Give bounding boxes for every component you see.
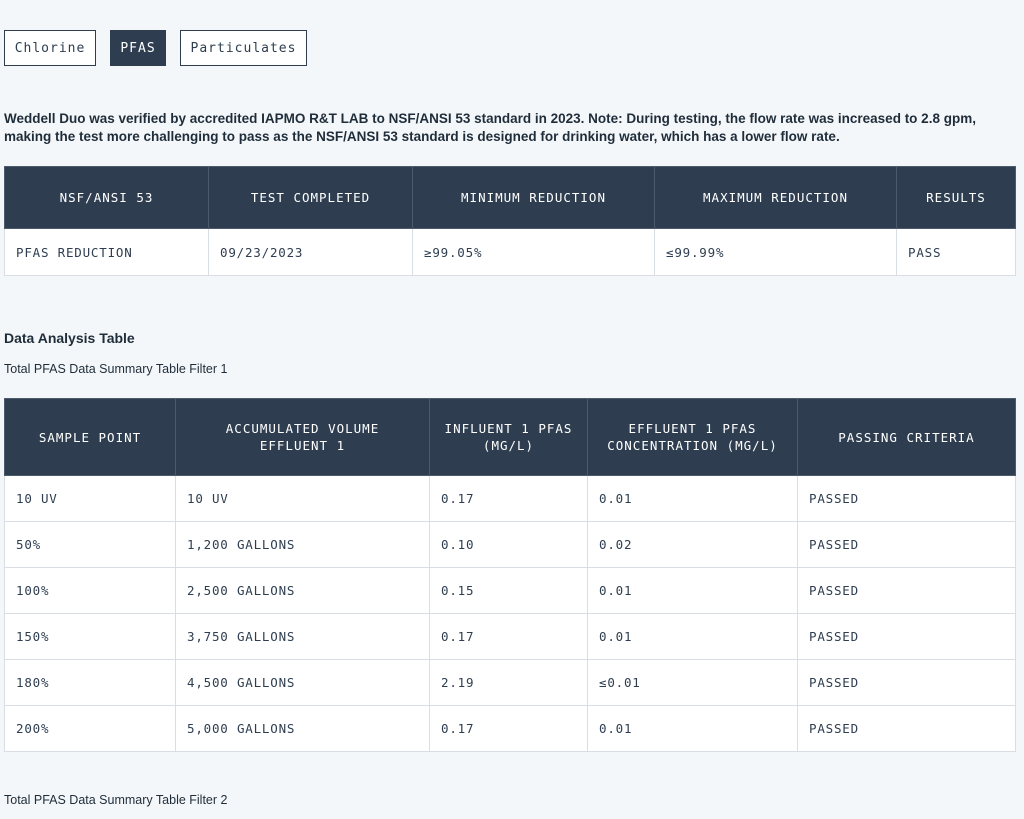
table-row: PFAS REDUCTION 09/23/2023 ≥99.05% ≤99.99… <box>4 228 1016 276</box>
analysis-header-sample-point: SAMPLE POINT <box>4 398 176 476</box>
table-row: 100% 2,500 GALLONS 0.15 0.01 PASSED <box>4 567 1016 614</box>
cell-sample-point: 150% <box>4 613 176 660</box>
cell-sample-point: 10 UV <box>4 475 176 522</box>
summary-header-test-completed: TEST COMPLETED <box>208 166 413 229</box>
tab-chlorine[interactable]: Chlorine <box>4 30 96 66</box>
table-row: 10 UV 10 UV 0.17 0.01 PASSED <box>4 475 1016 522</box>
summary-cell-date: 09/23/2023 <box>208 228 413 276</box>
cell-criteria: PASSED <box>797 613 1016 660</box>
cell-volume: 1,200 GALLONS <box>175 521 430 568</box>
filter2-caption: Total PFAS Data Summary Table Filter 2 <box>4 793 228 807</box>
cell-volume: 2,500 GALLONS <box>175 567 430 614</box>
analysis-header-row: SAMPLE POINT ACCUMULATED VOLUME EFFLUENT… <box>4 398 1016 476</box>
summary-cell-test: PFAS REDUCTION <box>4 228 209 276</box>
cell-criteria: PASSED <box>797 475 1016 522</box>
cell-volume: 10 UV <box>175 475 430 522</box>
cell-effluent: 0.01 <box>587 613 798 660</box>
cell-influent: 0.17 <box>429 705 588 752</box>
cell-effluent: 0.01 <box>587 567 798 614</box>
cell-effluent: 0.01 <box>587 475 798 522</box>
filter1-caption: Total PFAS Data Summary Table Filter 1 <box>4 362 228 376</box>
cell-criteria: PASSED <box>797 521 1016 568</box>
analysis-title: Data Analysis Table <box>4 330 135 346</box>
cell-influent: 0.10 <box>429 521 588 568</box>
summary-header-standard: NSF/ANSI 53 <box>4 166 209 229</box>
analysis-header-volume: ACCUMULATED VOLUME EFFLUENT 1 <box>175 398 430 476</box>
analysis-header-criteria: PASSING CRITERIA <box>797 398 1016 476</box>
filter-tabs: Chlorine PFAS Particulates <box>4 30 307 66</box>
tab-pfas[interactable]: PFAS <box>110 30 166 66</box>
cell-volume: 5,000 GALLONS <box>175 705 430 752</box>
analysis-header-effluent: EFFLUENT 1 PFAS CONCENTRATION (MG/L) <box>587 398 798 476</box>
cell-influent: 0.17 <box>429 613 588 660</box>
cell-effluent: ≤0.01 <box>587 659 798 706</box>
summary-cell-max: ≤99.99% <box>654 228 897 276</box>
table-row: 150% 3,750 GALLONS 0.17 0.01 PASSED <box>4 613 1016 660</box>
cell-effluent: 0.02 <box>587 521 798 568</box>
tab-particulates[interactable]: Particulates <box>180 30 307 66</box>
cell-influent: 0.17 <box>429 475 588 522</box>
summary-cell-result: PASS <box>896 228 1016 276</box>
summary-header-row: NSF/ANSI 53 TEST COMPLETED MINIMUM REDUC… <box>4 166 1016 229</box>
cell-volume: 4,500 GALLONS <box>175 659 430 706</box>
cell-effluent: 0.01 <box>587 705 798 752</box>
table-row: 50% 1,200 GALLONS 0.10 0.02 PASSED <box>4 521 1016 568</box>
summary-table: NSF/ANSI 53 TEST COMPLETED MINIMUM REDUC… <box>4 166 1016 276</box>
cell-sample-point: 180% <box>4 659 176 706</box>
table-row: 180% 4,500 GALLONS 2.19 ≤0.01 PASSED <box>4 659 1016 706</box>
cell-criteria: PASSED <box>797 567 1016 614</box>
cell-sample-point: 50% <box>4 521 176 568</box>
cell-influent: 2.19 <box>429 659 588 706</box>
analysis-table: SAMPLE POINT ACCUMULATED VOLUME EFFLUENT… <box>4 398 1016 752</box>
cell-volume: 3,750 GALLONS <box>175 613 430 660</box>
cell-criteria: PASSED <box>797 705 1016 752</box>
table-row: 200% 5,000 GALLONS 0.17 0.01 PASSED <box>4 705 1016 752</box>
cell-sample-point: 200% <box>4 705 176 752</box>
cell-criteria: PASSED <box>797 659 1016 706</box>
summary-cell-min: ≥99.05% <box>412 228 655 276</box>
verification-note: Weddell Duo was verified by accredited I… <box>4 111 976 144</box>
summary-header-min-reduction: MINIMUM REDUCTION <box>412 166 655 229</box>
cell-influent: 0.15 <box>429 567 588 614</box>
summary-header-max-reduction: MAXIMUM REDUCTION <box>654 166 897 229</box>
analysis-header-influent: INFLUENT 1 PFAS (MG/L) <box>429 398 588 476</box>
summary-header-results: RESULTS <box>896 166 1016 229</box>
cell-sample-point: 100% <box>4 567 176 614</box>
